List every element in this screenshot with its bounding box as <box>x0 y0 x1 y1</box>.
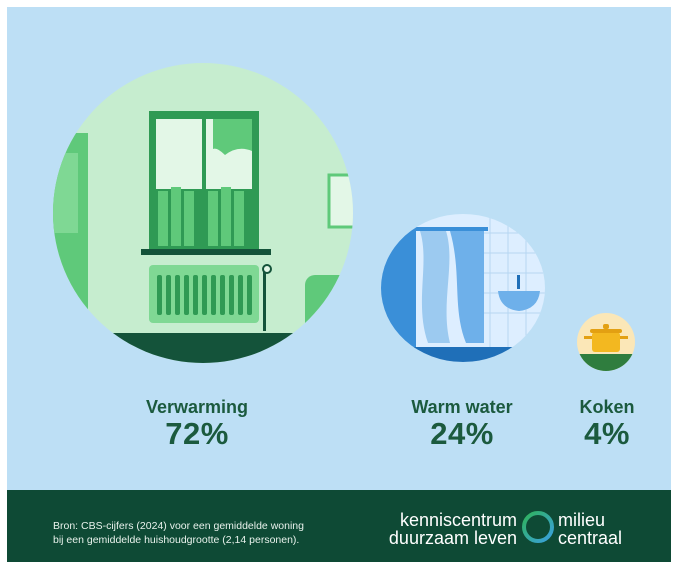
category-percent: 4% <box>584 416 630 451</box>
radiator-window-icon <box>53 63 353 363</box>
category-name: Koken <box>579 397 635 417</box>
category-label-water: Warm water 24% <box>394 396 530 450</box>
category-name: Warm water <box>411 397 513 417</box>
footer-bar: Bron: CBS-cijfers (2024) voor een gemidd… <box>7 490 671 562</box>
infographic-panel: Verwarming 72% Warm water 24% Koken 4% <box>7 7 671 492</box>
category-percent: 72% <box>165 416 229 451</box>
brand-name-right: milieu centraal <box>558 511 622 547</box>
shower-icon <box>381 214 545 362</box>
brand-line: milieu <box>558 510 606 530</box>
ring-logo-icon <box>522 511 554 543</box>
brand-line: kenniscentrum <box>399 510 517 530</box>
source-line: bij een gemiddelde huishoudgrootte (2,14… <box>53 534 300 546</box>
source-note: Bron: CBS-cijfers (2024) voor een gemidd… <box>53 519 304 547</box>
category-label-cooking: Koken 4% <box>567 396 647 450</box>
category-name: Verwarming <box>145 397 249 417</box>
brand-name-left: kenniscentrum duurzaam leven <box>375 511 517 547</box>
brand-line: centraal <box>558 528 623 548</box>
cooking-pot-icon <box>577 313 635 371</box>
source-line: Bron: CBS-cijfers (2024) voor een gemidd… <box>53 520 304 532</box>
category-percent: 24% <box>430 416 494 451</box>
category-label-heating: Verwarming 72% <box>127 396 267 450</box>
brand-line: duurzaam leven <box>388 528 517 548</box>
